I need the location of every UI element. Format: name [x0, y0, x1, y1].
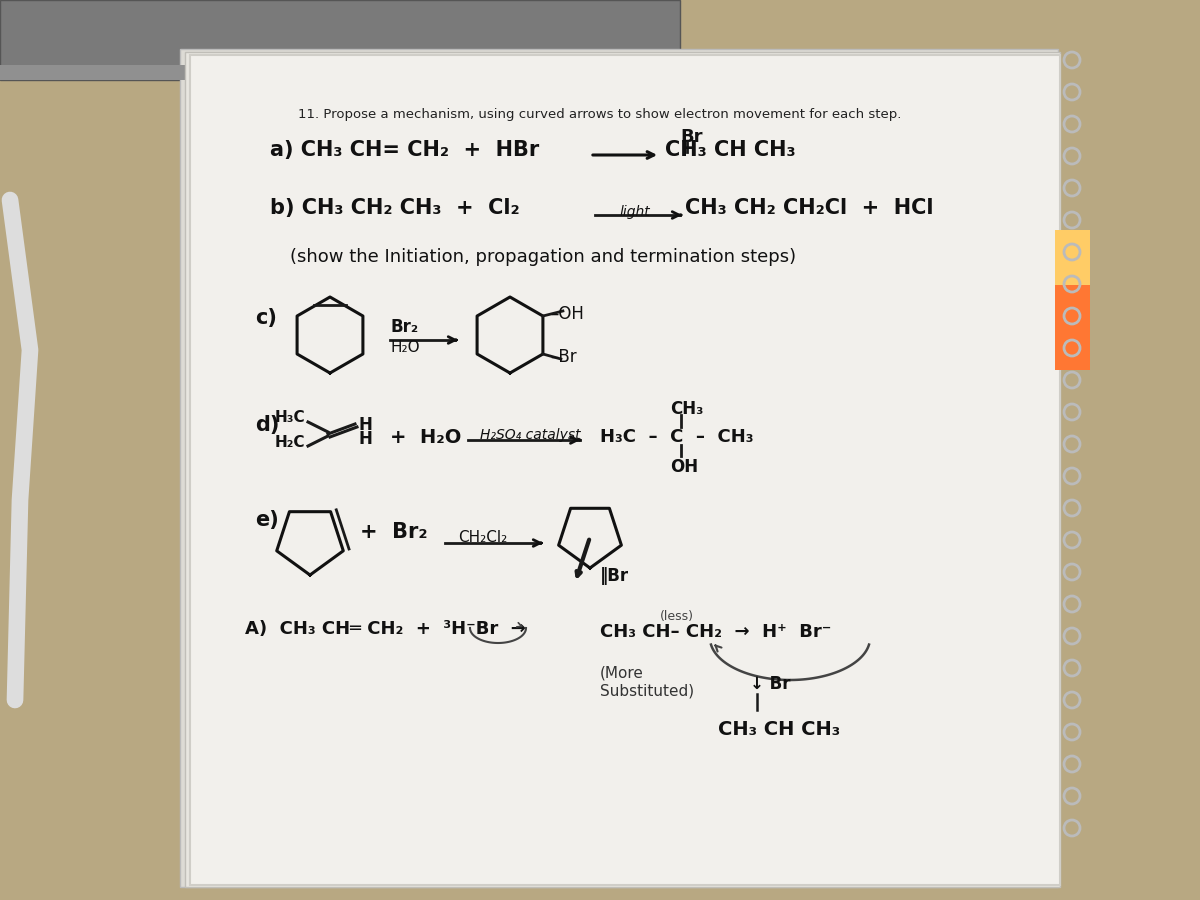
- Text: e): e): [256, 510, 278, 530]
- Text: CH₃ CH– CH₂  →  H⁺  Br⁻: CH₃ CH– CH₂ → H⁺ Br⁻: [600, 623, 832, 641]
- Text: H₃C  –  C  –  CH₃: H₃C – C – CH₃: [600, 428, 754, 446]
- FancyBboxPatch shape: [185, 52, 1060, 887]
- Text: OH: OH: [670, 458, 698, 476]
- Text: b) CH₃ CH₂ CH₃  +  Cl₂: b) CH₃ CH₂ CH₃ + Cl₂: [270, 198, 520, 218]
- Text: Br: Br: [680, 128, 702, 146]
- Text: H₃C: H₃C: [275, 410, 306, 425]
- Text: ‖Br: ‖Br: [600, 567, 629, 585]
- Text: CH₃ CH CH₃: CH₃ CH CH₃: [665, 140, 796, 160]
- Polygon shape: [0, 0, 680, 80]
- Text: CH₃: CH₃: [670, 400, 703, 418]
- Text: Substituted): Substituted): [600, 684, 694, 699]
- Text: ↓ Br: ↓ Br: [750, 675, 791, 693]
- Text: H: H: [358, 416, 372, 434]
- Text: +  Br₂: + Br₂: [360, 522, 427, 542]
- Text: H₂SO₄ catalyst: H₂SO₄ catalyst: [480, 428, 581, 442]
- Text: H: H: [358, 430, 372, 448]
- Text: Br₂: Br₂: [390, 318, 418, 336]
- FancyBboxPatch shape: [190, 55, 1060, 885]
- Text: –OH: –OH: [550, 305, 584, 323]
- Text: a) CH₃ CH= CH₂  +  HBr: a) CH₃ CH= CH₂ + HBr: [270, 140, 539, 160]
- Text: c): c): [256, 308, 277, 328]
- Text: +  H₂O: + H₂O: [390, 428, 461, 447]
- Text: (More: (More: [600, 666, 644, 681]
- Text: 11. Propose a mechanism, using curved arrows to show electron movement for each : 11. Propose a mechanism, using curved ar…: [299, 108, 901, 121]
- Text: CH₃ CH CH₃: CH₃ CH CH₃: [718, 720, 840, 739]
- Text: –Br: –Br: [550, 348, 577, 366]
- Text: d): d): [256, 415, 280, 435]
- Text: CH₃ CH₂ CH₂Cl  +  HCl: CH₃ CH₂ CH₂Cl + HCl: [685, 198, 934, 218]
- FancyBboxPatch shape: [1055, 270, 1090, 370]
- FancyBboxPatch shape: [180, 49, 1058, 887]
- FancyBboxPatch shape: [1055, 230, 1090, 285]
- Text: A)  CH₃ CH═ CH₂  +  ³H⁻Br  →: A) CH₃ CH═ CH₂ + ³H⁻Br →: [245, 620, 526, 638]
- Text: (show the Initiation, propagation and termination steps): (show the Initiation, propagation and te…: [290, 248, 796, 266]
- Text: H₂C: H₂C: [275, 435, 306, 450]
- Text: CH₂Cl₂: CH₂Cl₂: [458, 530, 508, 545]
- Text: H₂O: H₂O: [390, 340, 420, 355]
- Text: light: light: [620, 205, 650, 219]
- Text: (less): (less): [660, 610, 694, 623]
- Polygon shape: [0, 65, 680, 80]
